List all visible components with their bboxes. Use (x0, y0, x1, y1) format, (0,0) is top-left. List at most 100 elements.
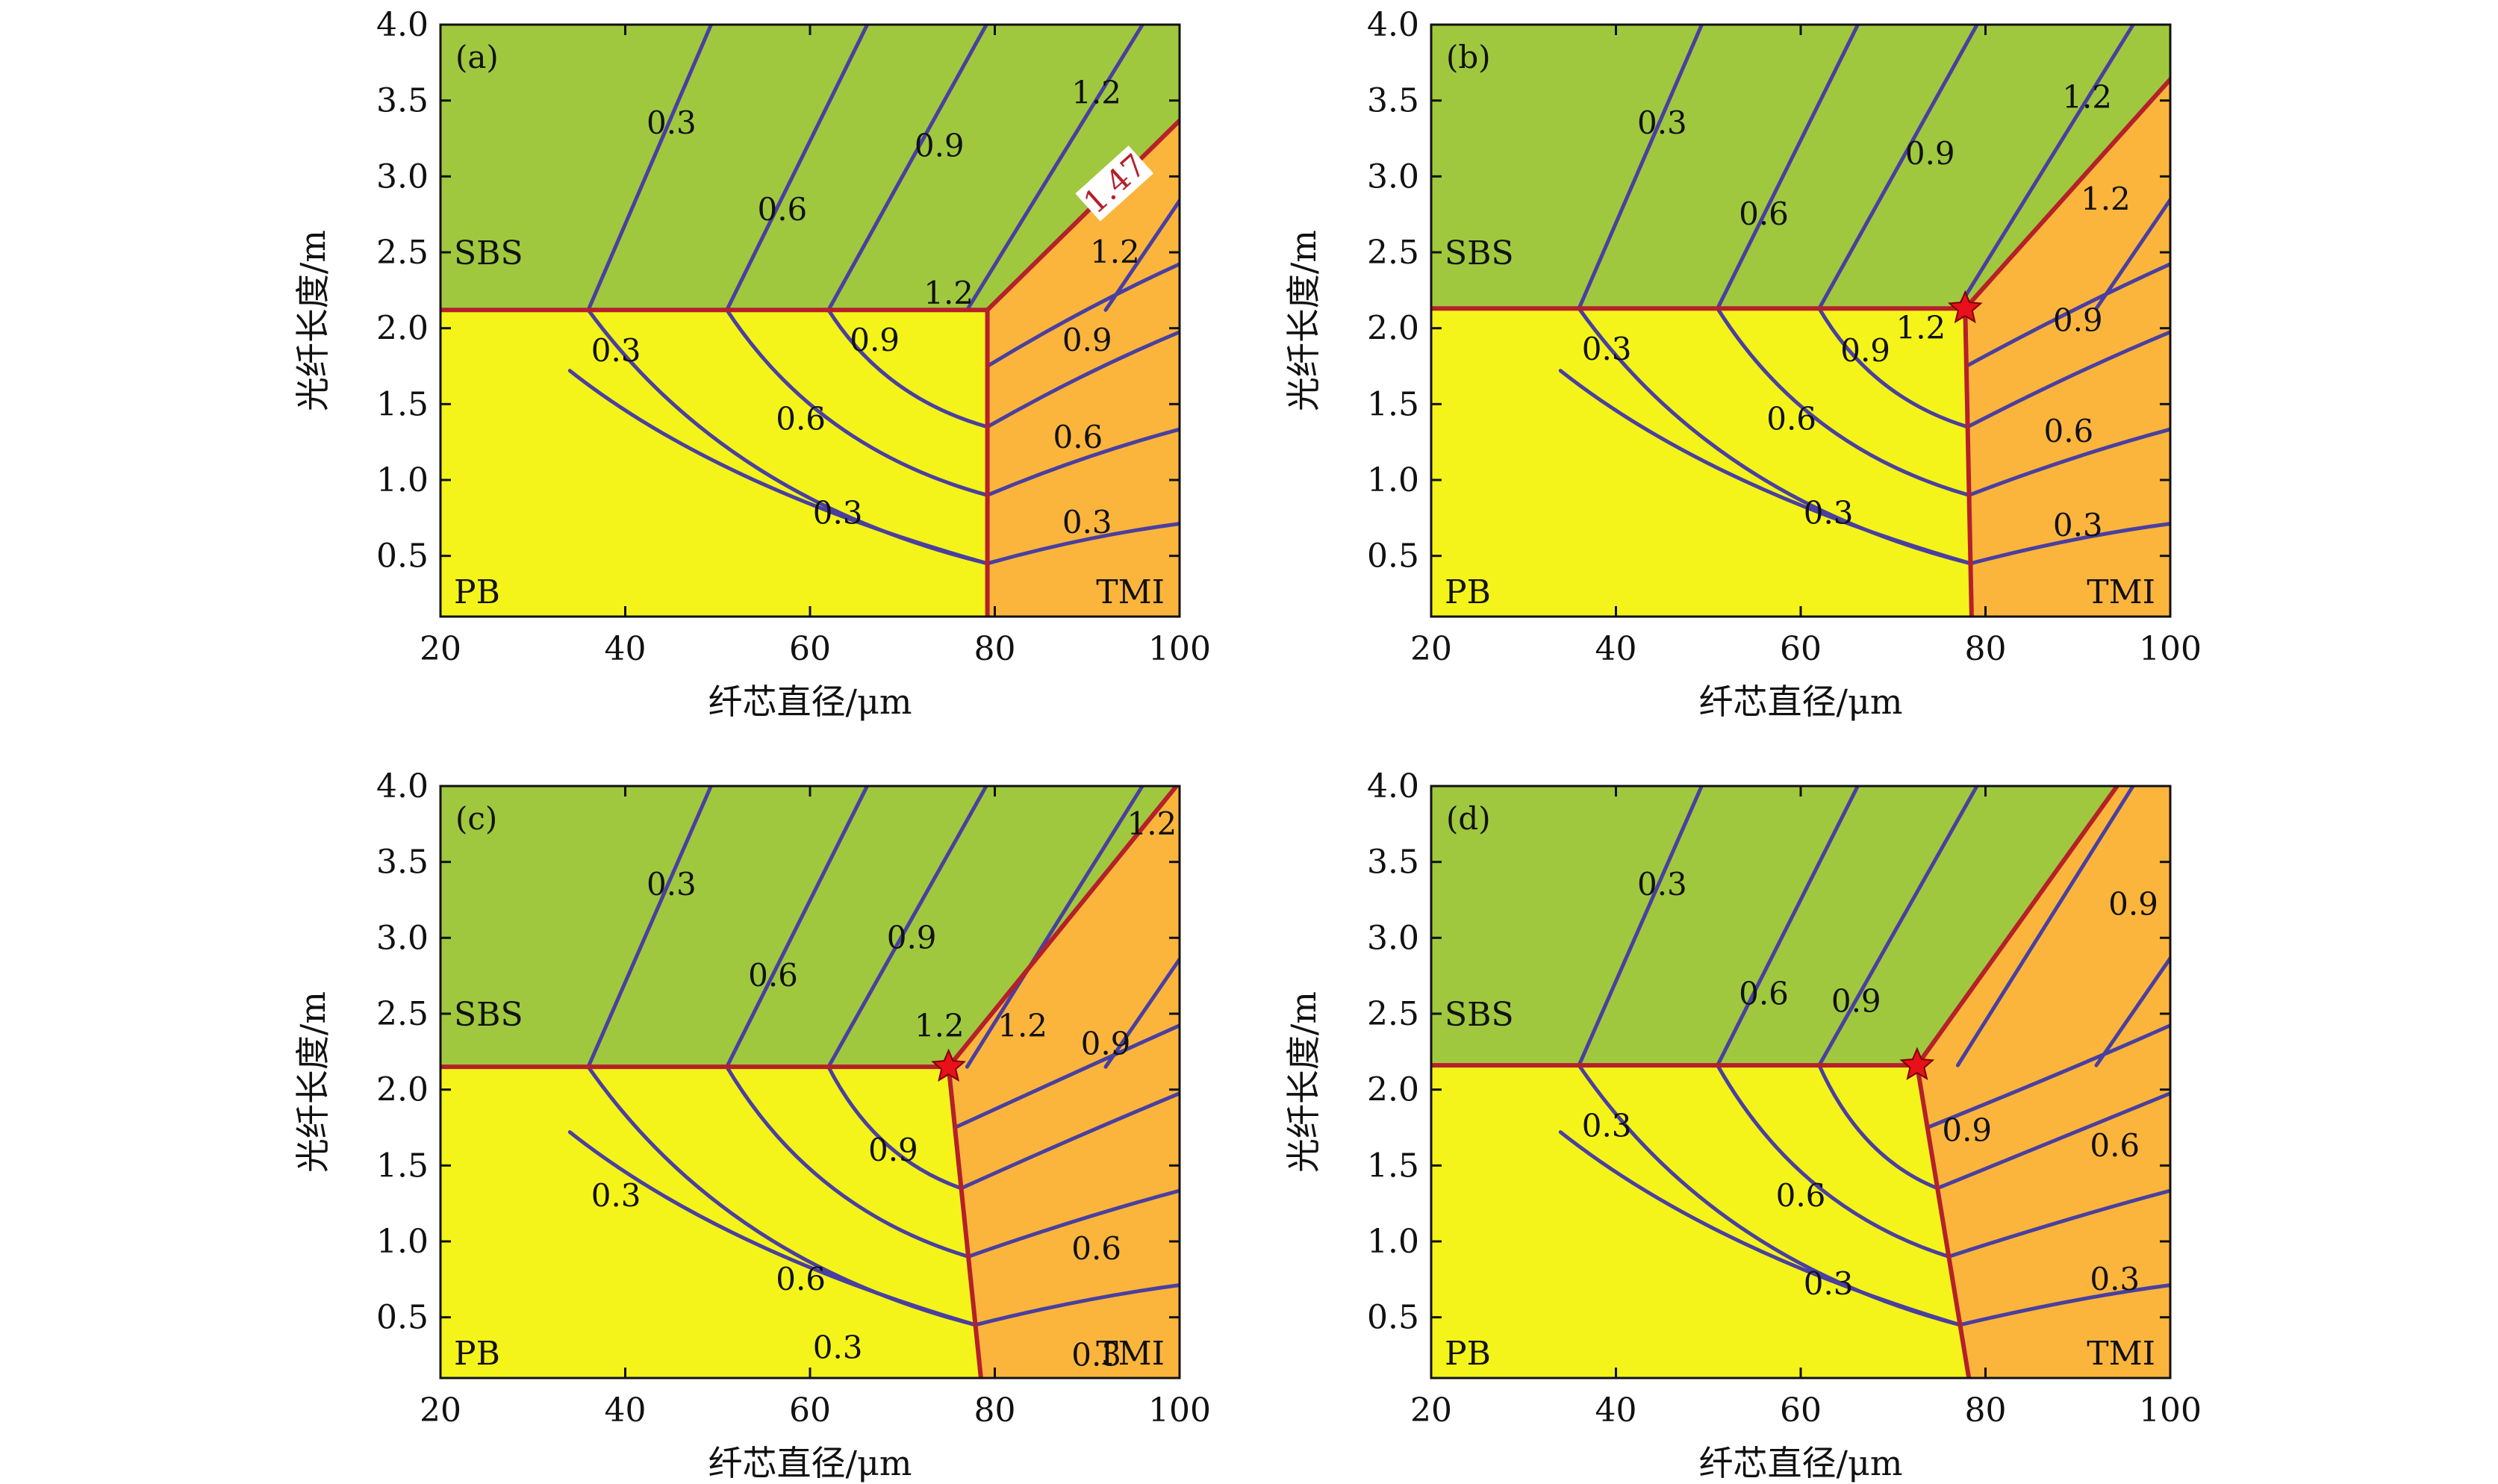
contour-label: 0.3 (2053, 507, 2103, 543)
contour-line-pb (1716, 1063, 1951, 1259)
contour-line-pb (1558, 369, 1972, 566)
panel-tag: (c) (455, 800, 497, 837)
contour-label: 1.2 (1090, 234, 1140, 270)
contour-label: 0.9 (915, 128, 965, 164)
region-sbs (440, 25, 1180, 311)
contour-label: 0.9 (1942, 1112, 1992, 1149)
y-tick-label: 2.0 (1367, 1071, 1419, 1109)
x-tick-label: 100 (2139, 630, 2202, 668)
contour-label: 0.3 (1071, 1337, 1121, 1374)
x-tick-label: 80 (974, 1391, 1016, 1430)
region-label-sbs: SBS (1445, 996, 1514, 1034)
y-tick-label: 0.5 (376, 537, 429, 576)
contour-label: 0.3 (591, 332, 641, 369)
contour-line-tmi (985, 330, 1180, 429)
boundary-sbs-tmi (1963, 75, 2170, 311)
contour-label: 0.3 (1804, 495, 1854, 531)
contour-label: 1.2 (915, 1007, 965, 1044)
contour-lines (567, 25, 1180, 566)
contour-label: 0.3 (813, 495, 863, 531)
contour-line-sbs (1716, 786, 1860, 1067)
contour-label: 0.9 (1081, 1026, 1131, 1062)
y-tick-label: 3.0 (376, 158, 429, 196)
contour-line-sbs (1817, 25, 1980, 311)
x-tick-label: 60 (1780, 1391, 1822, 1430)
region-pb (440, 310, 988, 617)
region-sbs (1431, 786, 2117, 1066)
plot-area: 0.3 0.6 0.9 0.9 0.9 0.6 0.3 0.6 0.3 0.3 (1431, 786, 2170, 1378)
y-axis-title: 光纤长度/m (1283, 991, 1324, 1173)
y-tick-label: 3.0 (1367, 158, 1419, 196)
y-tick-label: 4.0 (1367, 767, 1419, 805)
y-tick-label: 2.5 (1367, 234, 1419, 272)
x-tick-label: 60 (789, 1391, 831, 1430)
contour-label: 0.3 (2090, 1261, 2140, 1297)
y-tick-label: 2.5 (376, 995, 429, 1033)
contour-line-sbs (586, 25, 714, 312)
panel-b: 0.30.60.91.21.21.20.90.90.30.6 0.60.3 0.3S… (1283, 6, 2202, 722)
contour-label: 0.6 (1053, 419, 1103, 455)
contour-line-pb (1716, 306, 1972, 497)
contour-label: 0.6 (2043, 413, 2093, 449)
contour-label: 0.9 (2053, 302, 2103, 339)
contour-label: 0.3 (591, 1177, 641, 1214)
contour-label: 0.6 (776, 1261, 826, 1297)
y-tick-label: 2.0 (1367, 310, 1419, 348)
contour-line-tmi (953, 1023, 1180, 1129)
contour-label: 0.9 (1840, 332, 1890, 369)
x-axis-title: 纤芯直径/μm (1698, 1443, 1902, 1483)
x-axis-title: 纤芯直径/μm (708, 1443, 912, 1483)
contour-line-tmi (1935, 1091, 2170, 1191)
contour-line-pb (567, 369, 990, 566)
x-axis-title: 纤芯直径/μm (1698, 682, 1902, 722)
y-tick-label: 2.0 (376, 1071, 429, 1109)
contour-label: 0.9 (850, 322, 900, 358)
boundary-lines (1431, 786, 2119, 1378)
x-tick-label: 80 (1965, 1391, 2007, 1430)
x-tick-label: 100 (1148, 630, 1211, 668)
contour-label: 1.2 (923, 275, 974, 311)
contour-label: 0.3 (1637, 866, 1687, 902)
region-label-pb: PB (1445, 1335, 1491, 1373)
y-axis-title: 光纤长度/m (293, 230, 333, 411)
y-tick-label: 0.5 (1367, 1299, 1419, 1337)
contour-line-sbs (725, 786, 870, 1069)
contour-line-pb (826, 308, 990, 429)
contour-line-tmi (1964, 262, 2170, 368)
contour-label: 0.6 (2090, 1127, 2140, 1164)
x-tick-label: 20 (420, 1391, 461, 1430)
contour-line-tmi (985, 522, 1180, 566)
y-axis-title: 光纤长度/m (1283, 230, 1324, 411)
boundary-lines (1431, 75, 2170, 617)
contour-label: 0.3 (647, 105, 697, 141)
y-axis-title: 光纤长度/m (293, 991, 333, 1173)
contour-line-tmi (1925, 1023, 2170, 1129)
contour-label: 0.6 (1739, 196, 1789, 232)
contour-line-tmi (1946, 1188, 2170, 1259)
contour-line-sbs (1577, 786, 1704, 1067)
y-tick-label: 3.0 (1367, 919, 1419, 957)
region-pb (1431, 308, 1972, 617)
x-tick-label: 40 (605, 1391, 647, 1430)
region-label-sbs: SBS (1445, 234, 1514, 272)
boundary-lines (440, 786, 1179, 1378)
y-tick-label: 3.5 (376, 82, 429, 120)
x-tick-label: 20 (1410, 630, 1452, 668)
x-tick-label: 60 (1780, 630, 1822, 668)
region-label-tmi: TMI (2087, 573, 2155, 611)
contour-label: 0.3 (647, 866, 697, 902)
contour-line-sbs (826, 786, 988, 1069)
x-tick-label: 100 (1148, 1391, 1211, 1430)
contour-line-sbs (1577, 25, 1704, 311)
y-tick-label: 3.5 (1367, 82, 1419, 120)
x-tick-label: 20 (420, 630, 461, 668)
x-tick-label: 80 (1965, 630, 2007, 668)
contour-line-sbs (1817, 786, 1979, 1067)
contour-line-sbs (965, 25, 1145, 312)
contour-label: 1.2 (1896, 310, 1946, 346)
x-tick-label: 40 (1595, 1391, 1637, 1430)
region-label-tmi: TMI (1096, 573, 1165, 611)
y-tick-label: 1.5 (376, 1147, 429, 1185)
y-tick-label: 1.5 (1367, 385, 1419, 423)
region-label-pb: PB (454, 1335, 500, 1373)
